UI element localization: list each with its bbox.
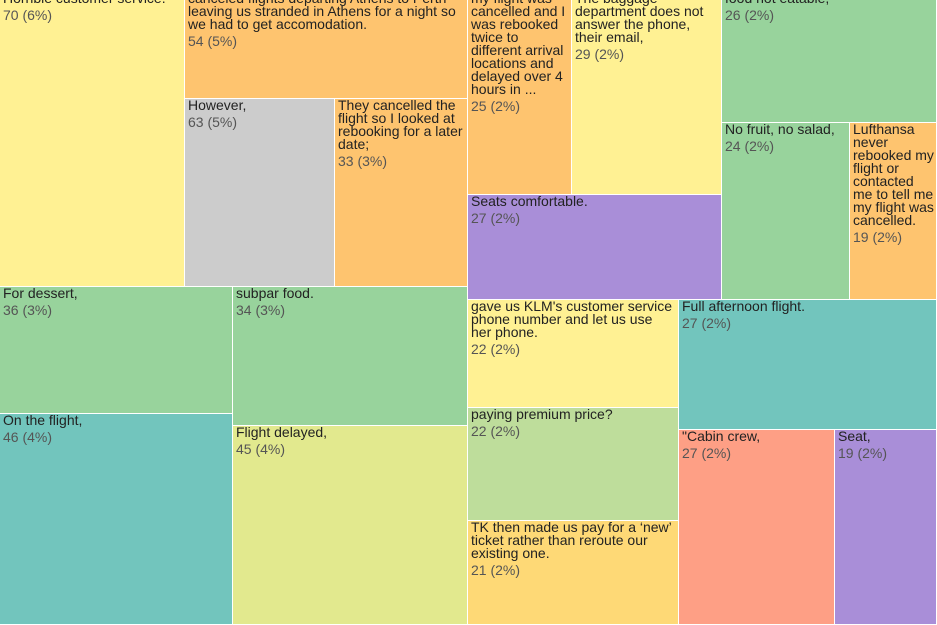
- tile-value-label: 22 (2%): [471, 423, 521, 439]
- treemap-tile: gave us KLM's customer service phone num…: [468, 300, 679, 408]
- tile-value-label: 29 (2%): [575, 46, 625, 62]
- tile-value-label: 54 (5%): [188, 33, 238, 49]
- tile-label: They cancelled the flight so I looked at…: [338, 99, 463, 152]
- treemap-tile: Full afternoon flight. 27 (2%): [679, 300, 937, 430]
- tile-value-label: 27 (2%): [682, 445, 732, 461]
- tile-label: No fruit, no salad,: [725, 123, 835, 137]
- treemap-tile: For dessert, 36 (3%): [0, 287, 233, 414]
- treemap-tile: However, 63 (5%): [185, 99, 335, 287]
- tile-label: On the flight,: [3, 414, 83, 428]
- tile-label: my flight was cancelled and I was rebook…: [471, 0, 566, 97]
- treemap-tile: food not eatable, 26 (2%): [722, 0, 937, 123]
- tile-value-label: 36 (3%): [3, 302, 53, 318]
- tile-value-label: 34 (3%): [236, 302, 286, 318]
- treemap-tile: subpar food. 34 (3%): [233, 287, 468, 426]
- tile-label: Horrible customer service.: [0, 0, 184, 5]
- tile-value-label: 21 (2%): [471, 562, 521, 578]
- tile-value-label: 27 (2%): [471, 210, 521, 226]
- tile-label: For dessert,: [3, 287, 78, 301]
- tile-label: Seats comfortable.: [471, 195, 588, 209]
- treemap-tile: They cancelled the flight so I looked at…: [335, 99, 468, 287]
- tile-value-label: 70 (6%): [3, 7, 53, 23]
- tile-value-label: 25 (2%): [471, 98, 521, 114]
- tile-label: Lufthansa never rebooked my flight or co…: [853, 123, 934, 228]
- tile-label: Seat,: [838, 430, 871, 444]
- tile-value-label: 33 (3%): [338, 153, 388, 169]
- treemap-tile: The baggage department does not answer t…: [572, 0, 722, 195]
- tile-value-label: 63 (5%): [188, 114, 238, 130]
- tile-label: subpar food.: [236, 287, 314, 301]
- treemap-tile: Seat, 19 (2%): [835, 430, 937, 625]
- tile-value-label: 46 (4%): [3, 429, 53, 445]
- treemap-tile: No fruit, no salad, 24 (2%): [722, 123, 850, 300]
- treemap-tile: Flight delayed, 45 (4%): [233, 426, 468, 625]
- treemap-tile: Seats comfortable. 27 (2%): [468, 195, 722, 300]
- tile-value-label: 45 (4%): [236, 441, 286, 457]
- treemap-tile: On the flight, 46 (4%): [0, 414, 233, 625]
- treemap-tile: paying premium price? 22 (2%): [468, 408, 679, 521]
- tile-label: Full afternoon flight.: [682, 300, 805, 314]
- treemap-tile: my flight was cancelled and I was rebook…: [468, 0, 572, 195]
- tile-value-label: 19 (2%): [853, 229, 903, 245]
- tile-value-label: 19 (2%): [838, 445, 888, 461]
- tile-label: paying premium price?: [471, 408, 613, 422]
- tile-label: The baggage department does not answer t…: [575, 0, 704, 45]
- tile-value-label: 26 (2%): [725, 7, 775, 23]
- treemap-tile: Lufthansa never rebooked my flight or co…: [850, 123, 937, 300]
- treemap-tile: "Cabin crew, 27 (2%): [679, 430, 835, 625]
- tile-value-label: 27 (2%): [682, 315, 732, 331]
- tile-value-label: 24 (2%): [725, 138, 775, 154]
- treemap-tile: Horrible customer service. 70 (6%): [0, 0, 185, 287]
- treemap-tile: TK then made us pay for a ‘new’ ticket r…: [468, 521, 679, 625]
- tile-value-label: 22 (2%): [471, 341, 521, 357]
- tile-label: food not eatable,: [722, 0, 936, 5]
- tile-label: Flight delayed,: [236, 426, 328, 440]
- tile-label: gave us KLM's customer service phone num…: [471, 300, 673, 340]
- tile-label: TK then made us pay for a ‘new’ ticket r…: [471, 521, 672, 561]
- tile-label: However,: [188, 99, 247, 113]
- tile-label: "Cabin crew,: [682, 430, 761, 444]
